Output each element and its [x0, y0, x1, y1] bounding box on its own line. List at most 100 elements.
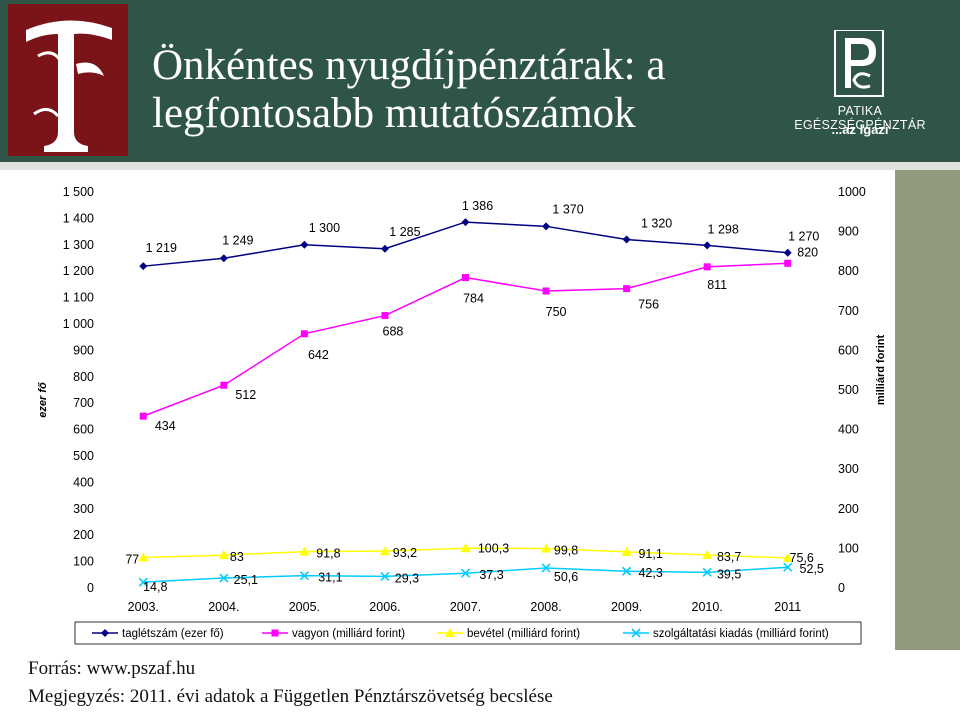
y-right-tick-label: 0 [838, 581, 845, 595]
y-right-tick-label: 400 [838, 423, 859, 437]
data-label: 52,5 [800, 562, 824, 576]
data-point-diamond [542, 222, 551, 231]
data-label: 1 285 [389, 225, 420, 239]
data-point-square [381, 312, 389, 320]
data-label: 1 298 [708, 222, 739, 236]
data-point-diamond [622, 235, 631, 244]
legend-marker [445, 628, 455, 637]
x-tick-label: 2007. [450, 600, 481, 614]
legend-label: vagyon (milliárd forint) [292, 628, 405, 640]
data-point-x [460, 568, 471, 578]
y-left-tick-label: 500 [73, 449, 94, 463]
y-left-tick-label: 800 [73, 370, 94, 384]
y-left-tick-label: 1 300 [63, 238, 94, 252]
y-right-tick-label: 300 [838, 462, 859, 476]
data-point-square [220, 381, 228, 389]
chart-panel: 0 100 200 300 400 500 600 700 800 900 1 000 1 100 1 … [0, 170, 895, 650]
data-point-triangle [621, 546, 632, 556]
data-point-square [703, 263, 711, 271]
data-label: 29,3 [395, 571, 419, 585]
y-left-tick-label: 600 [73, 423, 94, 437]
data-point-triangle [299, 546, 310, 556]
y-right-tick-label: 1000 [838, 185, 866, 199]
data-label: 1 300 [309, 221, 340, 235]
brand-tagline: ...az Igazi [831, 122, 889, 137]
brand-logo-icon [834, 29, 884, 97]
y-left-tick-label: 200 [73, 528, 94, 542]
data-label: 14,8 [143, 580, 167, 594]
data-point-diamond [380, 244, 389, 253]
y-left-tick-label: 1 500 [63, 185, 94, 199]
y-right-tick-label: 700 [838, 304, 859, 318]
data-label: 39,5 [717, 567, 741, 581]
x-tick-label: 2003. [128, 600, 159, 614]
y-left-tick-label: 400 [73, 475, 94, 489]
data-label: 50,6 [554, 570, 578, 584]
x-tick-label: 2011 [774, 600, 801, 614]
data-label: 91,1 [638, 547, 662, 561]
y-right-tick-label: 900 [838, 225, 859, 239]
data-point-triangle [218, 550, 229, 560]
data-point-x [702, 567, 712, 577]
y-left-tick-label: 0 [87, 581, 94, 595]
data-point-x [138, 577, 148, 587]
legend-label: szolgáltatási kiadás (milliárd forint) [653, 628, 829, 640]
data-label: 1 249 [222, 233, 253, 247]
source-note: Forrás: www.pszaf.hu [28, 658, 196, 679]
slide-header: Önkéntes nyugdíjpénztárak: a legfontosab… [0, 0, 960, 168]
y-left-tick-label: 100 [73, 555, 94, 569]
footnotes: Forrás: www.pszaf.hu Megjegyzés: 2011. é… [0, 652, 960, 717]
data-point-x [622, 566, 632, 576]
data-point-x [541, 563, 551, 573]
data-point-diamond [783, 248, 792, 257]
x-tick-label: 2008. [530, 600, 561, 614]
data-point-diamond [139, 262, 148, 271]
data-label: 42,3 [638, 566, 662, 580]
data-label: 756 [638, 298, 659, 312]
data-label: 75,6 [790, 551, 814, 565]
data-label: 83 [230, 550, 244, 564]
data-label: 820 [797, 245, 818, 259]
data-point-x [299, 571, 309, 581]
y-right-tick-label: 200 [838, 502, 859, 516]
title-line-2: legfontosabb mutatószámok [152, 90, 636, 137]
data-point-square [623, 285, 631, 293]
data-label: 31,1 [318, 571, 342, 585]
legend-label: bevétel (milliárd forint) [467, 628, 580, 640]
data-label: 811 [707, 278, 727, 292]
y-left-tick-label: 700 [73, 396, 94, 410]
data-label: 434 [155, 419, 176, 433]
y-left-tick-label: 1 000 [63, 317, 94, 331]
brand-block: PATIKA EGÉSZSÉGPÉNZTÁR ...az Igazi [780, 29, 940, 140]
x-tick-label: 2004. [208, 600, 239, 614]
x-tick-label: 2009. [611, 600, 642, 614]
data-label: 688 [383, 325, 404, 339]
data-point-triangle [782, 553, 793, 563]
t-logo [8, 4, 128, 156]
data-label: 1 386 [462, 199, 493, 213]
y-right-tick-label: 800 [838, 264, 859, 278]
data-label: 1 270 [788, 230, 819, 244]
y-left-axis-title: ezer fő [37, 382, 49, 418]
y-right-axis-title: milliárd forint [875, 335, 887, 406]
header-divider [0, 162, 960, 170]
line-chart: 0 100 200 300 400 500 600 700 800 900 1 000 1 100 1 … [37, 185, 887, 645]
title-line-1: Önkéntes nyugdíjpénztárak: a [152, 42, 666, 89]
y-left-tick-label: 300 [73, 502, 94, 516]
estimate-note: Megjegyzés: 2011. évi adatok a Független… [28, 686, 553, 707]
x-tick-label: 2010. [692, 600, 723, 614]
data-label: 750 [546, 305, 567, 319]
data-point-square [139, 412, 147, 420]
y-right-tick-label: 500 [838, 383, 859, 397]
data-point-diamond [219, 254, 228, 263]
side-decoration [895, 170, 960, 650]
data-label: 1 219 [146, 241, 177, 255]
data-point-square [300, 330, 308, 338]
data-point-square [784, 259, 792, 267]
data-point-x [380, 571, 390, 581]
data-label: 642 [308, 348, 329, 362]
y-right-tick-label: 100 [838, 541, 859, 555]
data-point-square [462, 274, 469, 282]
legend-marker [101, 629, 109, 637]
data-label: 83,7 [717, 550, 741, 564]
